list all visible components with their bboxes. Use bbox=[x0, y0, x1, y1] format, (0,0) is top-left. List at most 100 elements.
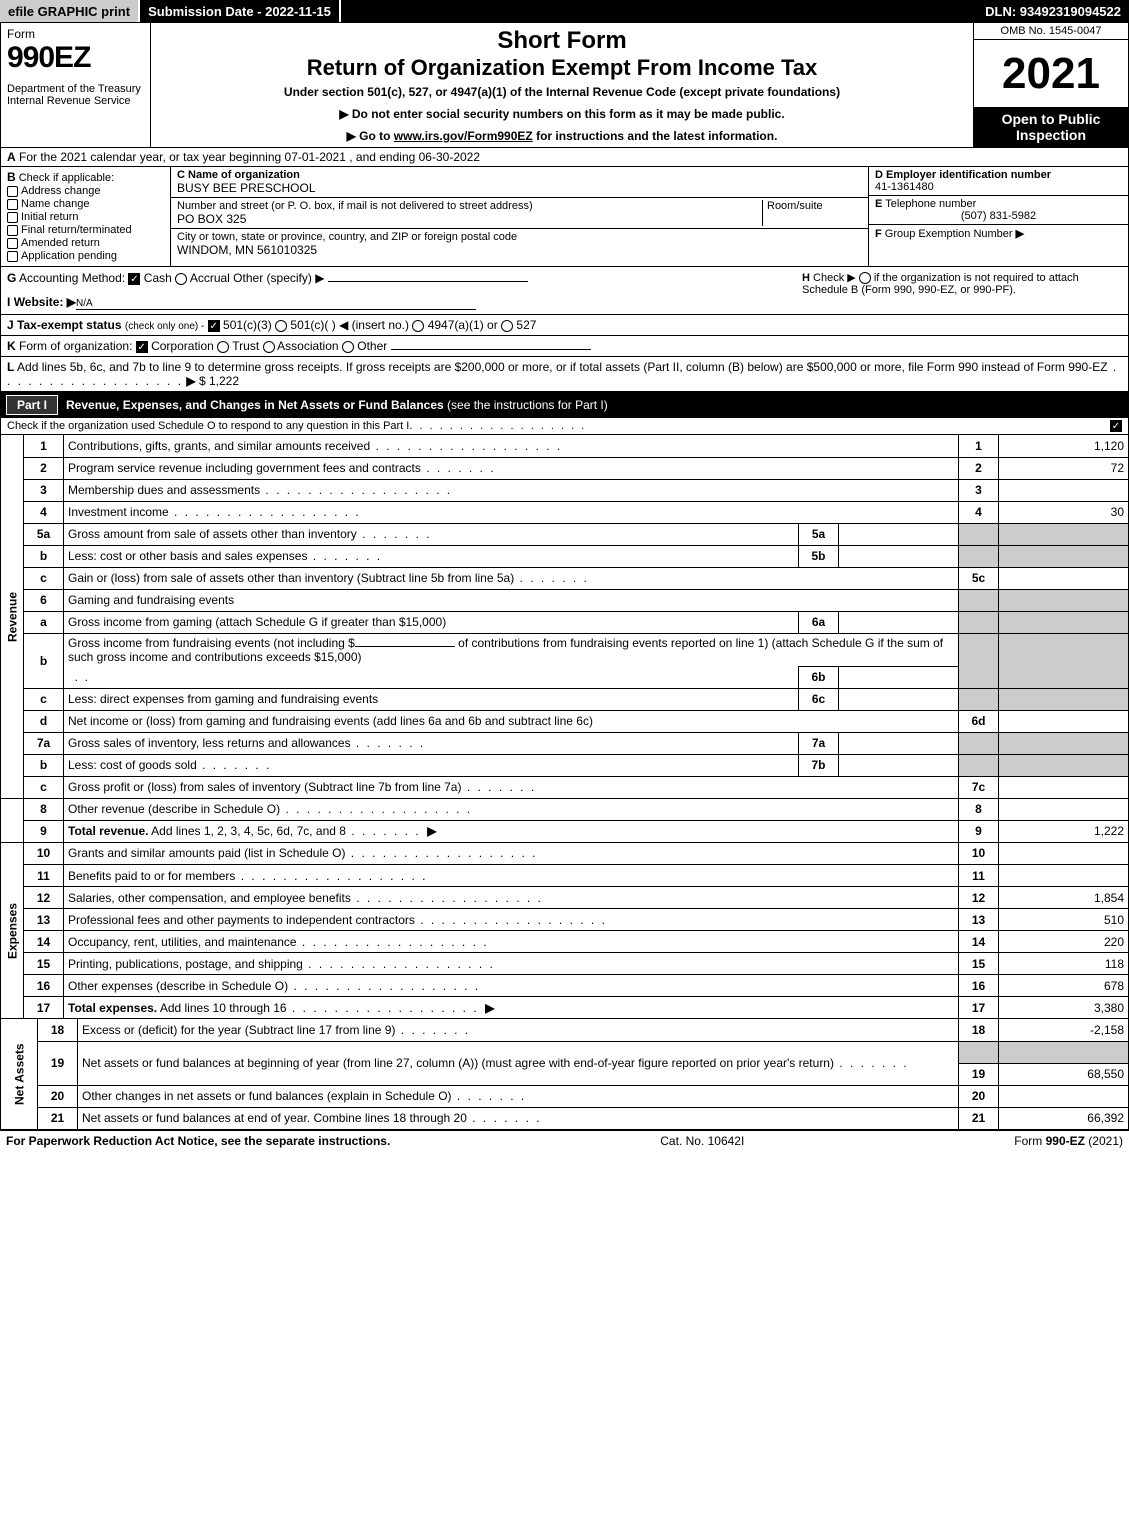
side-revenue: Revenue bbox=[1, 435, 24, 798]
form-header: Form 990EZ Department of the Treasury In… bbox=[0, 22, 1129, 148]
tn-15: 15 bbox=[959, 953, 999, 975]
ln-16: 16 bbox=[24, 975, 64, 997]
f-label: Group Exemption Number bbox=[885, 228, 1013, 240]
ln-6a: a bbox=[24, 611, 64, 633]
ln-9: 9 bbox=[24, 820, 64, 842]
chk-cash[interactable]: ✓ bbox=[128, 273, 140, 285]
chk-schedule-b[interactable] bbox=[859, 272, 871, 284]
org-name: BUSY BEE PRESCHOOL bbox=[177, 181, 316, 195]
val-13: 510 bbox=[999, 909, 1129, 931]
f-arrow: ▶ bbox=[1016, 228, 1024, 240]
chk-initial-return[interactable]: Initial return bbox=[7, 211, 164, 223]
ln-20: 20 bbox=[38, 1085, 78, 1107]
val-11 bbox=[999, 865, 1129, 887]
iv-5b bbox=[839, 545, 959, 567]
val-17: 3,380 bbox=[999, 997, 1129, 1019]
ln-15: 15 bbox=[24, 953, 64, 975]
section-g-h: G Accounting Method: ✓ Cash Accrual Othe… bbox=[0, 267, 1129, 315]
d-label: Employer identification number bbox=[886, 169, 1051, 181]
other-specify-field[interactable] bbox=[328, 281, 528, 282]
ln-12: 12 bbox=[24, 887, 64, 909]
val-8 bbox=[999, 798, 1129, 820]
chk-527[interactable] bbox=[501, 320, 513, 332]
col-def: D Employer identification number 41-1361… bbox=[868, 167, 1128, 266]
efile-print[interactable]: efile GRAPHIC print bbox=[0, 0, 140, 22]
col-c: C Name of organization BUSY BEE PRESCHOO… bbox=[171, 167, 868, 266]
chk-501c3[interactable]: ✓ bbox=[208, 320, 220, 332]
chk-other-org[interactable] bbox=[342, 341, 354, 353]
tn-8: 8 bbox=[959, 798, 999, 820]
iv-5a bbox=[839, 523, 959, 545]
6b-contrib-field[interactable] bbox=[355, 646, 455, 647]
form-footer-id: Form 990-EZ (2021) bbox=[1014, 1134, 1123, 1148]
chk-association[interactable] bbox=[263, 341, 275, 353]
line-a: A For the 2021 calendar year, or tax yea… bbox=[0, 148, 1129, 167]
expenses-table: Expenses 10 Grants and similar amounts p… bbox=[0, 843, 1129, 1020]
val-10 bbox=[999, 843, 1129, 865]
ln-5c: c bbox=[24, 567, 64, 589]
chk-final-return[interactable]: Final return/terminated bbox=[7, 224, 164, 236]
k-label: Form of organization: bbox=[19, 339, 132, 353]
note2-post: for instructions and the latest informat… bbox=[533, 129, 778, 143]
ln-6: 6 bbox=[24, 589, 64, 611]
j-label: Tax-exempt status bbox=[17, 318, 121, 332]
irs-link[interactable]: www.irs.gov/Form990EZ bbox=[394, 129, 533, 143]
iv-6a bbox=[839, 611, 959, 633]
chk-501c[interactable] bbox=[275, 320, 287, 332]
tn-7c: 7c bbox=[959, 776, 999, 798]
ln-19: 19 bbox=[38, 1041, 78, 1085]
val-20 bbox=[999, 1085, 1129, 1107]
ln-6d: d bbox=[24, 710, 64, 732]
tn-9: 9 bbox=[959, 820, 999, 842]
chk-trust[interactable] bbox=[217, 341, 229, 353]
tn-20: 20 bbox=[959, 1085, 999, 1107]
tn-17: 17 bbox=[959, 997, 999, 1019]
tn-12: 12 bbox=[959, 887, 999, 909]
form-id-block: Form 990EZ Department of the Treasury In… bbox=[1, 23, 151, 147]
chk-name-change[interactable]: Name change bbox=[7, 198, 164, 210]
ln-6b: b bbox=[24, 633, 64, 688]
tn-4: 4 bbox=[959, 501, 999, 523]
ln-7b: b bbox=[24, 754, 64, 776]
part-1-title: Revenue, Expenses, and Changes in Net As… bbox=[66, 398, 444, 412]
form-subtitle: Under section 501(c), 527, or 4947(a)(1)… bbox=[157, 85, 967, 99]
tn-21: 21 bbox=[959, 1107, 999, 1129]
c-name-label: Name of organization bbox=[188, 169, 300, 181]
ln-1: 1 bbox=[24, 435, 64, 457]
paperwork-notice: For Paperwork Reduction Act Notice, see … bbox=[6, 1134, 390, 1148]
topbar-fill bbox=[341, 0, 977, 22]
iv-6c bbox=[839, 688, 959, 710]
netassets-table: Net Assets 18 Excess or (deficit) for th… bbox=[0, 1019, 1129, 1130]
g-label: Accounting Method: bbox=[19, 271, 125, 285]
iv-6b bbox=[839, 666, 959, 688]
val-3 bbox=[999, 479, 1129, 501]
chk-amended-return[interactable]: Amended return bbox=[7, 237, 164, 249]
val-19: 68,550 bbox=[999, 1063, 1129, 1085]
c-addr-label: Number and street (or P. O. box, if mail… bbox=[177, 200, 533, 212]
other-org-field[interactable] bbox=[391, 349, 591, 350]
chk-address-change[interactable]: Address change bbox=[7, 185, 164, 197]
chk-accrual[interactable] bbox=[175, 273, 187, 285]
b-label: Check if applicable: bbox=[19, 172, 114, 184]
ln-6c: c bbox=[24, 688, 64, 710]
form-title: Return of Organization Exempt From Incom… bbox=[157, 55, 967, 81]
l-amount: $ 1,222 bbox=[199, 374, 239, 388]
e-label: Telephone number bbox=[885, 198, 976, 210]
val-16: 678 bbox=[999, 975, 1129, 997]
chk-4947[interactable] bbox=[412, 320, 424, 332]
val-14: 220 bbox=[999, 931, 1129, 953]
chk-application-pending[interactable]: Application pending bbox=[7, 250, 164, 262]
section-b-through-f: B Check if applicable: Address change Na… bbox=[0, 167, 1129, 267]
form-word: Form bbox=[7, 27, 144, 41]
chk-corporation[interactable]: ✓ bbox=[136, 341, 148, 353]
short-form-label: Short Form bbox=[157, 27, 967, 55]
tn-2: 2 bbox=[959, 457, 999, 479]
chk-schedule-o[interactable]: ✓ bbox=[1110, 420, 1122, 432]
ln-7a: 7a bbox=[24, 732, 64, 754]
ein: 41-1361480 bbox=[875, 181, 934, 193]
val-6d bbox=[999, 710, 1129, 732]
ln-8: 8 bbox=[24, 798, 64, 820]
val-4: 30 bbox=[999, 501, 1129, 523]
ln-2: 2 bbox=[24, 457, 64, 479]
form-number: 990EZ bbox=[7, 41, 144, 75]
